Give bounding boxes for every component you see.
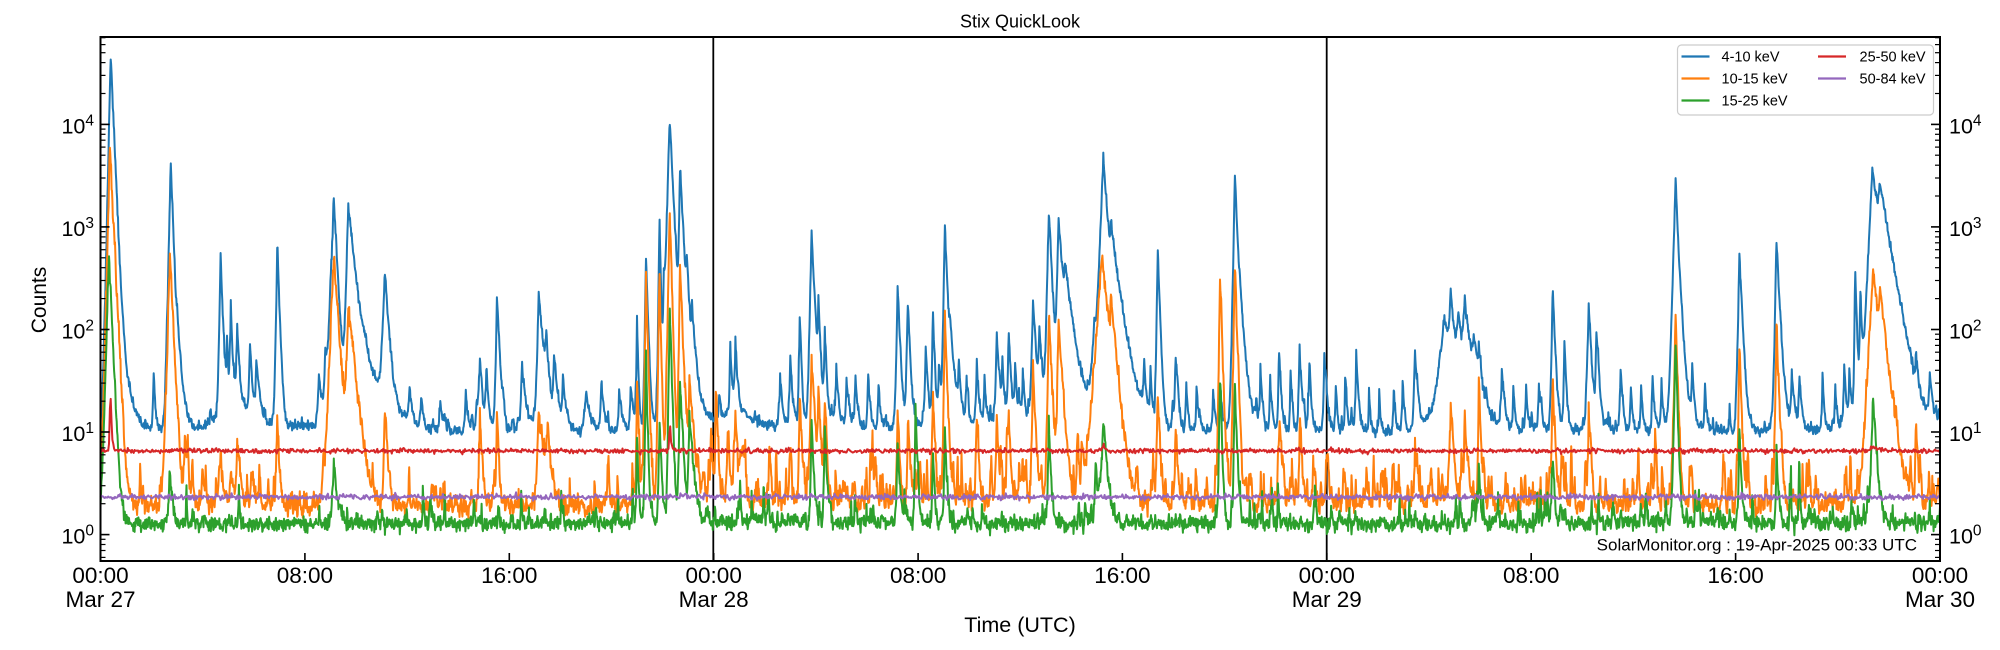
svg-text:Mar 28: Mar 28 [679,587,749,612]
svg-text:16:00: 16:00 [1094,563,1150,588]
svg-text:Counts: Counts [28,267,51,334]
svg-text:00:00: 00:00 [1912,563,1968,588]
svg-text:Mar 27: Mar 27 [65,587,135,612]
svg-text:08:00: 08:00 [890,563,946,588]
svg-text:Time (UTC): Time (UTC) [964,613,1075,637]
svg-text:50-84 keV: 50-84 keV [1860,72,1926,88]
svg-text:25-50 keV: 25-50 keV [1860,50,1926,66]
svg-text:08:00: 08:00 [1503,563,1559,588]
svg-text:08:00: 08:00 [277,563,333,588]
svg-text:Mar 29: Mar 29 [1292,587,1362,612]
svg-text:00:00: 00:00 [686,563,742,588]
svg-text:10-15 keV: 10-15 keV [1722,72,1788,88]
svg-text:4-10 keV: 4-10 keV [1722,50,1780,66]
svg-text:100: 100 [1949,523,1982,549]
svg-text:16:00: 16:00 [481,563,537,588]
svg-text:00:00: 00:00 [1299,563,1355,588]
svg-text:Stix QuickLook: Stix QuickLook [960,12,1081,32]
svg-text:16:00: 16:00 [1707,563,1763,588]
svg-text:00:00: 00:00 [72,563,128,588]
svg-text:Mar 30: Mar 30 [1905,587,1975,612]
svg-text:15-25 keV: 15-25 keV [1722,94,1788,110]
svg-text:SolarMonitor.org : 19-Apr-2025: SolarMonitor.org : 19-Apr-2025 00:33 UTC [1597,536,1917,555]
